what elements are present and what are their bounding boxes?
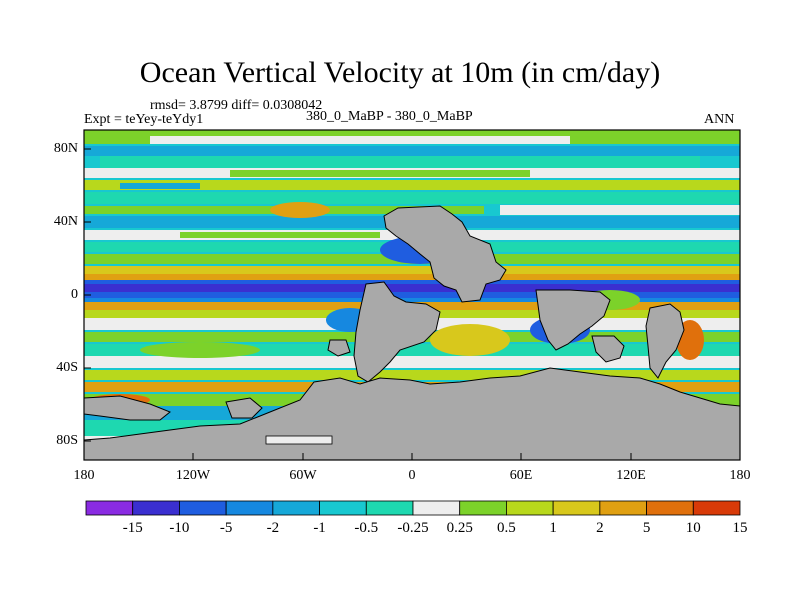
lat-label: 0 [71,287,78,302]
field-patch [140,342,260,358]
latitude-ticks [84,148,91,442]
field-band [84,192,740,204]
colorbar-label: 15 [732,520,748,536]
lon-label: 120E [616,468,646,483]
colorbar-label: -0.5 [354,520,379,536]
colorbar-swatch [272,500,320,516]
colorbar-label: -10 [169,520,190,536]
lat-label: 40N [53,214,78,229]
continent-land [84,395,171,421]
map-field [84,130,740,460]
colorbar-swatch [85,500,134,516]
colorbar-swatch [692,500,741,516]
lon-label: 60E [509,468,533,483]
continent-land [353,281,441,383]
equatorial-band [84,298,740,302]
lon-label: 60W [289,468,317,483]
lon-label: 120W [175,468,211,483]
longitude-ticks [83,453,741,460]
field-band [84,266,740,274]
continent-land [591,335,625,363]
colorbar-label: 10 [685,520,701,536]
colorbar-label: 5 [642,520,651,536]
colorbar-label: -5 [219,520,233,536]
lat-label: 80S [56,433,78,448]
equatorial-band [84,280,740,284]
equatorial-band [84,292,740,298]
field-band [180,232,380,238]
field-patch [270,202,330,218]
continent-land [383,205,507,303]
lon-label: 0 [408,468,416,483]
colorbar-swatch [599,500,647,516]
field-band [230,170,530,177]
colorbar-swatch [459,500,507,516]
colorbar-swatch [132,500,180,516]
equatorial-band [84,284,740,292]
lat-label: 40S [56,360,78,375]
comparison-label: 380_0_MaBP - 380_0_MaBP [306,109,473,124]
field-band [84,274,740,280]
colorbar-swatch [179,500,227,516]
continent-land [535,289,611,351]
continent-land [225,397,263,419]
field-band [84,356,740,368]
colorbar-label: 2 [596,520,604,536]
lon-label: 180 [73,468,95,483]
colorbar-label: 1 [549,520,557,536]
colorbar-label: -2 [266,520,280,536]
land-masses [84,205,740,460]
colorbar-swatch [365,500,414,516]
colorbar-swatch [319,500,367,516]
colorbar-swatch [412,500,461,516]
rmsd-diff-stats: rmsd= 3.8799 diff= 0.0308042 [150,98,323,113]
plot-title: Ocean Vertical Velocity at 10m (in cm/da… [139,56,661,89]
field-patch [430,324,510,356]
lon-label: 180 [729,468,751,483]
continent-land [84,367,740,460]
season-label: ANN [704,112,735,127]
colorbar-swatch [506,500,554,516]
experiment-label: Expt = teYey-teYdy1 [84,112,204,127]
lat-label: 80N [53,141,78,156]
colorbar-swatch [552,500,601,516]
field-band [84,370,740,380]
ice-shelf [265,435,333,445]
field-band [84,146,740,156]
colorbar-label: -0.25 [397,520,429,536]
colorbar-label: 0.25 [446,520,473,536]
field-band [84,180,740,190]
field-band [150,136,570,144]
continent-land [645,303,685,379]
colorbar-swatch [646,500,694,516]
colorbar-label: -1 [313,520,326,536]
continent-land [327,339,351,357]
colorbar-label: -15 [122,520,143,536]
field-band [500,205,740,215]
colorbar-label: 0.5 [497,520,516,536]
field-band [100,156,700,168]
field-band [120,183,200,189]
colorbar-swatch [225,500,274,516]
colorbar [85,500,741,516]
